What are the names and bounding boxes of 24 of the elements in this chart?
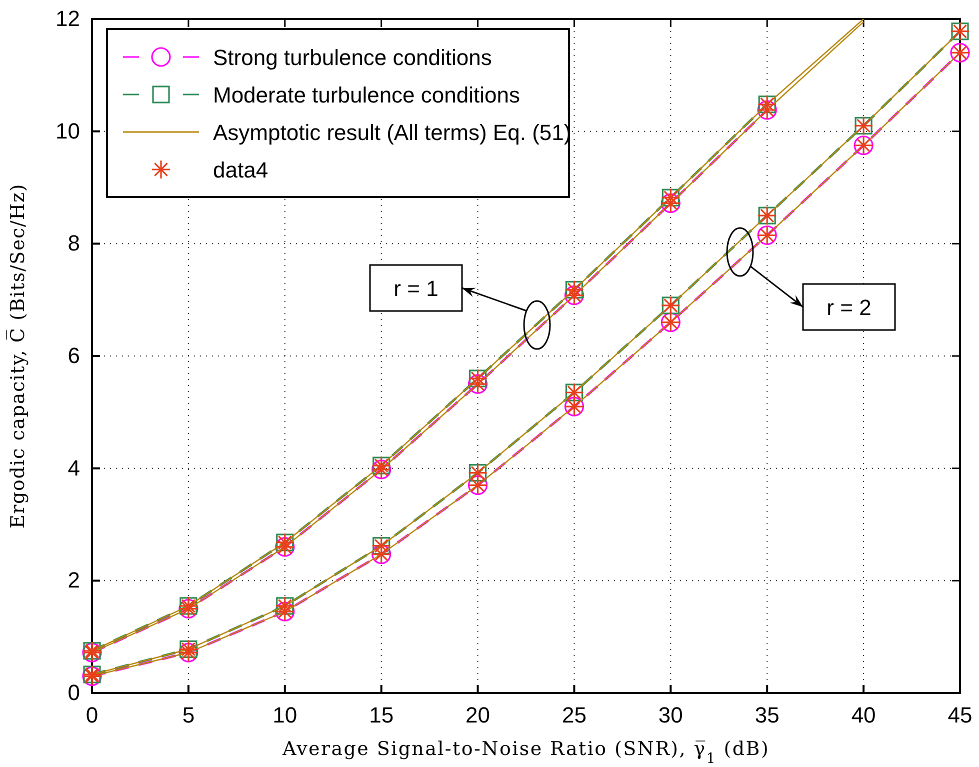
x-tick-label: 25 (562, 702, 586, 728)
y-tick-label: 2 (68, 568, 80, 593)
x-tick-label: 40 (851, 702, 876, 728)
legend-label: Strong turbulence conditions (213, 45, 492, 70)
y-tick-label: 6 (68, 343, 80, 368)
x-tick-label: 0 (86, 702, 98, 728)
x-tick-label: 45 (948, 702, 972, 728)
x-tick-label: 10 (272, 702, 298, 728)
x-tick-label: 5 (182, 702, 195, 728)
x-tick-label: 30 (658, 702, 683, 728)
legend-label: data4 (213, 158, 268, 182)
x-axis-title: Average Signal-to-Noise Ratio (SNR), γ̅$_{1}$ (dB) (281, 738, 770, 767)
y-tick-label: 0 (68, 680, 80, 706)
x-tick-label: 15 (369, 702, 394, 728)
x-tick-label: 35 (754, 702, 780, 728)
y-tick-label: 8 (68, 230, 80, 256)
y-tick-label: 12 (56, 6, 80, 32)
annotation: r = 2 (826, 295, 872, 320)
y-axis-title: Ergodic capacity, C̅ (Bits/Sec/Hz) (6, 183, 29, 529)
legend-label: Moderate turbulence conditions (213, 82, 520, 108)
y-tick-label: 10 (56, 118, 80, 144)
annotation: r = 1 (394, 276, 438, 301)
x-tick-label: 20 (466, 702, 490, 728)
y-tick-label: 4 (68, 455, 80, 480)
